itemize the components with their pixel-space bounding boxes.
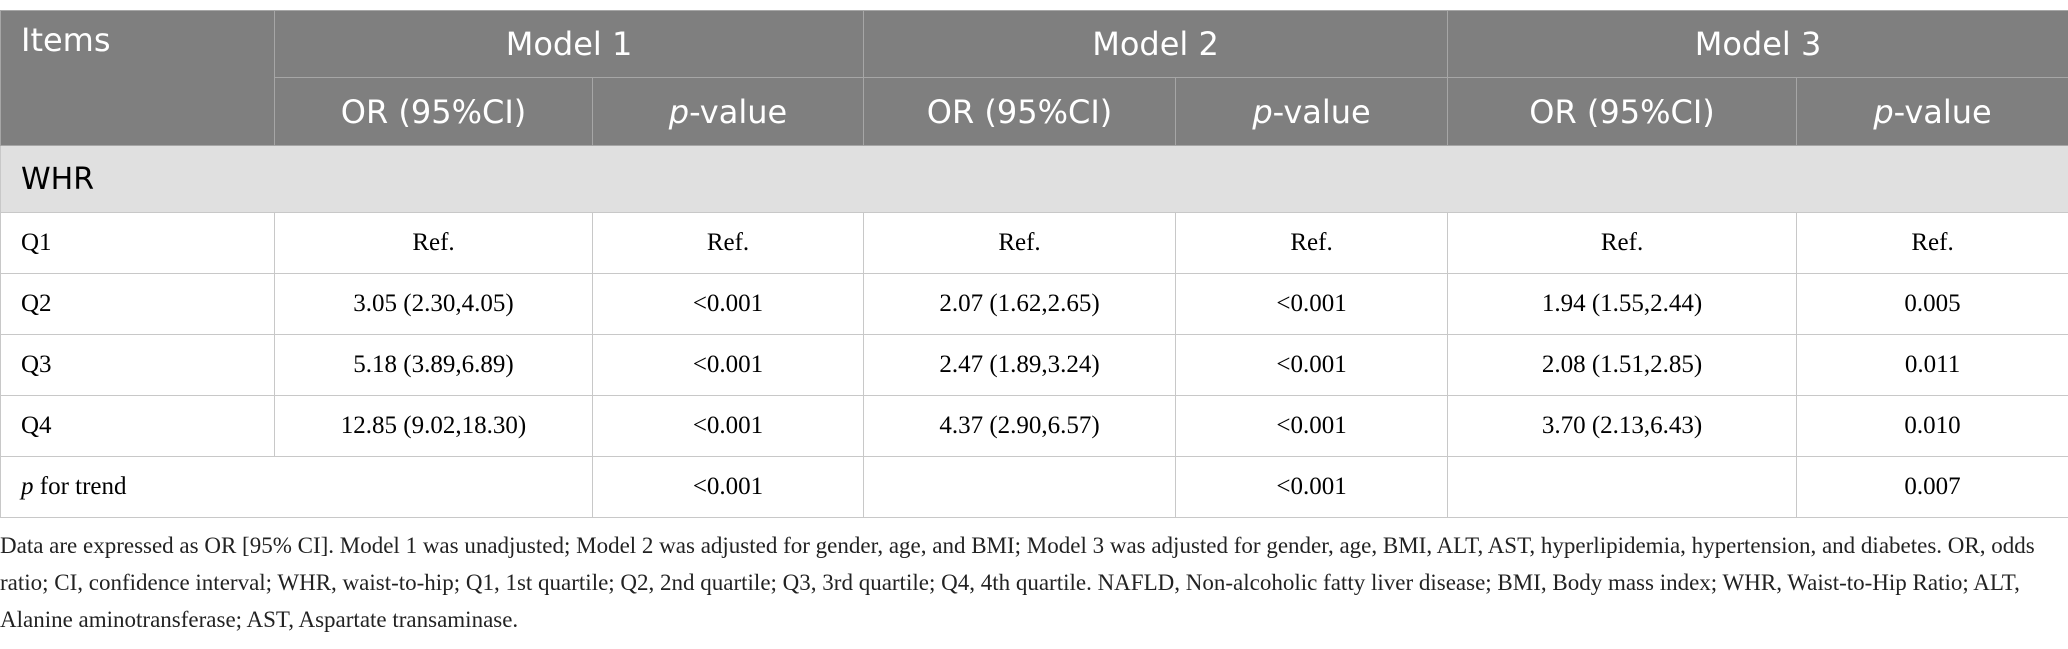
table-cell: 2.07 (1.62,2.65)	[863, 273, 1177, 335]
table-row: Q3 5.18 (3.89,6.89) <0.001 2.47 (1.89,3.24)…	[0, 334, 2068, 396]
header-cell: Model 3	[1447, 10, 2068, 78]
table-cell: Ref.	[591, 212, 865, 274]
table-cell: p for trend	[0, 456, 593, 518]
table-cell	[1447, 456, 1798, 518]
header-cell: Model 2	[863, 10, 1449, 78]
table-row: Q4 12.85 (9.02,18.30) <0.001 4.37 (2.90,6.5…	[0, 395, 2068, 457]
table-cell: Ref.	[274, 212, 593, 274]
table-cell: 0.005	[1796, 273, 2068, 335]
table-cell: <0.001	[1175, 395, 1449, 457]
table-cell: 3.05 (2.30,4.05)	[274, 273, 593, 335]
table-row: p for trend <0.001 <0.001 0.007	[0, 456, 2068, 518]
table-cell: <0.001	[1175, 456, 1449, 518]
table-cell: Ref.	[1447, 212, 1798, 274]
header-cell: Items	[0, 10, 275, 146]
table-row: Q2 3.05 (2.30,4.05) <0.001 2.07 (1.62,2.65)…	[0, 273, 2068, 335]
table-body: WHR Q1 Ref. Ref. Ref. Ref. Ref. Ref. Q2 3.05 (2.3…	[0, 145, 2068, 518]
table-cell: <0.001	[591, 456, 865, 518]
table-cell: <0.001	[591, 273, 865, 335]
table-cell: 3.70 (2.13,6.43)	[1447, 395, 1798, 457]
table-cell: <0.001	[1175, 334, 1449, 396]
text: -value	[1893, 92, 1992, 131]
table-cell: Q4	[0, 395, 275, 457]
table-cell: <0.001	[591, 395, 865, 457]
footnote: Data are expressed as OR [95% CI]. Model…	[0, 533, 2035, 632]
section-cell: WHR	[0, 145, 2068, 213]
table-cell: 0.011	[1796, 334, 2068, 396]
table-cell: Ref.	[1175, 212, 1449, 274]
table-cell: Q2	[0, 273, 275, 335]
table-cell: 2.47 (1.89,3.24)	[863, 334, 1177, 396]
header-cell: OR (95%CI)	[863, 77, 1177, 146]
header-cell: p-value	[1796, 77, 2068, 146]
header-cell: OR (95%CI)	[1447, 77, 1798, 146]
table-cell: 5.18 (3.89,6.89)	[274, 334, 593, 396]
header-cell: p-value	[1175, 77, 1449, 146]
header-row: Items Model 1 Model 2 Model 3	[0, 10, 2068, 146]
header-cell: Model 1	[273, 10, 865, 78]
text: -value	[689, 92, 788, 131]
table-cell: <0.001	[591, 334, 865, 396]
text: -value	[1272, 92, 1371, 131]
italic-text: p	[668, 92, 690, 131]
header-cell: OR (95%CI)	[274, 77, 593, 146]
table-cell: 12.85 (9.02,18.30)	[274, 395, 593, 457]
italic-text: p	[1873, 92, 1894, 131]
table-cell: 0.007	[1796, 456, 2068, 518]
table-cell: 0.010	[1796, 395, 2068, 457]
text: for trend	[33, 473, 127, 500]
header-row: OR (95%CI) p-value OR (95%CI) p-value OR (95…	[1, 77, 2068, 146]
table-cell: <0.001	[1175, 273, 1449, 335]
table-cell	[863, 456, 1177, 518]
table-cell: 1.94 (1.55,2.44)	[1447, 273, 1798, 335]
table-cell: Q1	[0, 212, 275, 274]
italic-text: p	[1252, 92, 1273, 131]
table-cell: Ref.	[1796, 212, 2068, 274]
table-cell: 2.08 (1.51,2.85)	[1447, 334, 1798, 396]
table-header: Items Model 1 Model 2 Model 3 OR (95%CI) p-va…	[0, 10, 2068, 146]
section-row: WHR	[0, 145, 2068, 213]
table-row: Q1 Ref. Ref. Ref. Ref. Ref. Ref.	[0, 212, 2068, 274]
table-cell: Ref.	[863, 212, 1177, 274]
results-table: Items Model 1 Model 2 Model 3 OR (95%CI) p-va…	[0, 10, 2068, 518]
italic-text: p	[21, 473, 34, 500]
table-cell: Q3	[0, 334, 275, 396]
header-cell: p-value	[591, 77, 865, 146]
table-cell: 4.37 (2.90,6.57)	[863, 395, 1177, 457]
